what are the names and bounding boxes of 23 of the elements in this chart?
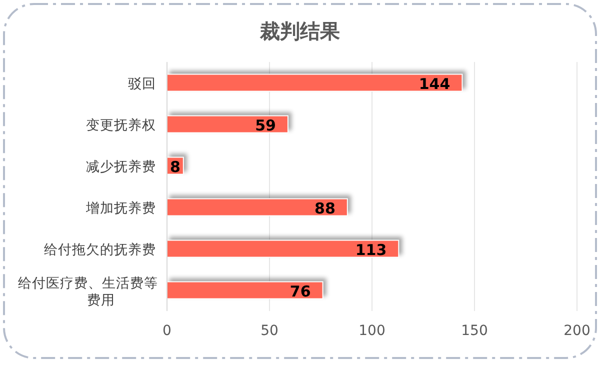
bar <box>166 240 400 258</box>
x-tick-label: 50 <box>260 323 278 339</box>
y-tick-label: 增加抚养费 <box>85 200 156 216</box>
data-label: 88 <box>314 199 336 218</box>
data-label: 144 <box>418 74 450 93</box>
x-tick-label: 100 <box>358 323 386 339</box>
bar <box>166 115 288 134</box>
data-label: 8 <box>170 158 180 176</box>
x-tick-label: 200 <box>564 323 590 339</box>
y-tick-label: 驳回 <box>128 76 156 92</box>
y-tick-label: 减少抚养费 <box>86 158 156 175</box>
x-tick-label: 150 <box>461 323 488 339</box>
bar <box>166 198 348 216</box>
y-tick-label: 给付医疗费、生活费等费用 <box>18 275 158 308</box>
x-tick-label: 0 <box>162 323 172 339</box>
y-tick-label: 变更抚养权 <box>86 117 156 134</box>
y-tick-label: 给付拖欠的抚养费 <box>44 242 156 258</box>
data-label: 113 <box>355 240 387 259</box>
data-label: 76 <box>290 282 311 300</box>
bar <box>166 281 324 300</box>
bar <box>166 74 463 92</box>
data-label: 59 <box>255 116 276 134</box>
chart-title: 裁判结果 <box>259 19 341 43</box>
